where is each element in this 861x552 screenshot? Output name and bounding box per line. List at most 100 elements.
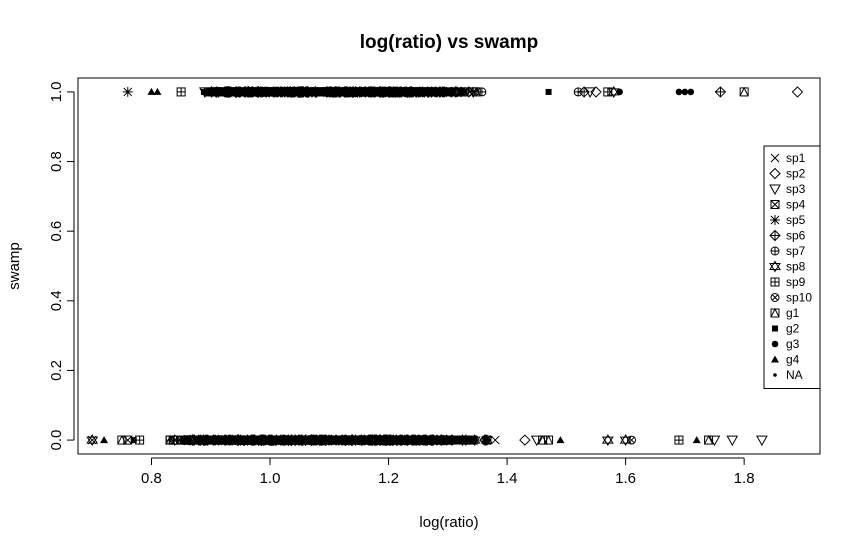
data-point-g1 — [739, 86, 749, 97]
legend-label: sp4 — [786, 198, 806, 212]
data-point-sp10 — [627, 435, 637, 445]
data-point — [380, 435, 393, 447]
legend-marker — [772, 325, 778, 332]
data-point — [289, 86, 301, 98]
data-point — [305, 434, 318, 447]
data-point-sp2 — [519, 434, 531, 446]
data-point-sp8 — [222, 85, 235, 98]
legend-item-NA: NA — [773, 368, 803, 382]
data-point-sp9 — [176, 87, 186, 97]
data-point — [370, 86, 381, 97]
axes-layer: 0.8 1.0 1.2 1.4 1.6 1.8 0.0 0.2 0.4 0.6 0.8 1.0 — [48, 81, 754, 487]
legend-label: g2 — [786, 322, 800, 336]
x-tick-label: 1.4 — [497, 470, 518, 487]
data-point — [316, 435, 326, 445]
data-point-g1 — [544, 434, 554, 445]
legend-label: sp2 — [786, 167, 806, 181]
x-tick-label: 1.8 — [734, 470, 755, 487]
data-point — [355, 435, 365, 445]
legend-item-g2: g2 — [772, 322, 800, 336]
data-point-sp1 — [247, 435, 257, 445]
legend-label: NA — [786, 368, 803, 382]
legend-item-sp3: sp3 — [769, 182, 806, 196]
data-point — [250, 86, 261, 97]
data-point-g3 — [681, 88, 689, 96]
data-point-sp8 — [607, 85, 620, 98]
legend-label: sp5 — [786, 213, 806, 227]
data-point — [279, 87, 289, 97]
data-point — [260, 435, 269, 445]
legend-item-sp6: sp6 — [769, 229, 806, 243]
legend-marker — [769, 184, 781, 196]
data-point — [206, 435, 216, 445]
legend-label: sp1 — [786, 151, 806, 165]
data-point — [233, 86, 244, 97]
data-point — [221, 435, 231, 445]
legend-item-g1: g1 — [770, 306, 800, 320]
data-point — [197, 434, 210, 446]
data-point-g2 — [545, 88, 552, 95]
data-point — [480, 434, 493, 447]
data-point — [239, 435, 249, 445]
data-point-g3 — [687, 88, 695, 96]
legend-box — [763, 145, 821, 389]
data-point — [241, 434, 254, 447]
data-point — [477, 87, 487, 97]
data-point — [323, 435, 333, 445]
data-point — [249, 87, 259, 97]
data-point — [356, 86, 367, 97]
legend-marker — [769, 229, 781, 242]
y-tick-label: 0.8 — [48, 151, 65, 172]
data-point-sp2 — [323, 86, 335, 98]
data-point-sp3 — [530, 435, 543, 447]
legend-label: g1 — [786, 306, 800, 320]
data-point — [348, 86, 359, 97]
legend-label: sp7 — [786, 244, 806, 258]
data-point-g4 — [153, 87, 162, 95]
data-point-g1 — [704, 434, 714, 445]
data-point-sp10 — [455, 435, 465, 445]
data-point — [366, 87, 376, 97]
data-point-g4 — [100, 436, 109, 444]
legend-marker — [773, 373, 777, 377]
y-tick-label: 0.2 — [48, 360, 65, 381]
data-point — [378, 86, 390, 98]
legend-label: sp10 — [786, 291, 812, 305]
y-tick-label: 0.4 — [48, 290, 65, 311]
data-point — [326, 435, 337, 446]
legend-marker — [769, 260, 781, 273]
legend-marker — [770, 307, 780, 318]
data-point-sp5 — [294, 435, 305, 446]
y-axis-label: swamp — [6, 242, 23, 290]
data-point — [266, 87, 276, 97]
data-point-sp8 — [86, 434, 99, 447]
data-point — [200, 88, 207, 95]
data-point-g4 — [147, 87, 156, 95]
data-point-g4 — [692, 436, 701, 444]
data-point-sp9 — [603, 87, 613, 97]
data-point-sp3 — [708, 435, 721, 447]
x-tick-label: 1.2 — [378, 470, 399, 487]
legend-marker — [770, 293, 780, 302]
data-point — [383, 437, 390, 444]
data-point — [196, 435, 206, 445]
data-point — [350, 87, 359, 97]
legend-marker — [771, 340, 779, 348]
data-point-sp4 — [389, 87, 399, 97]
legend-marker — [770, 246, 780, 256]
legend-item-sp2: sp2 — [769, 167, 806, 181]
data-point-sp4 — [372, 435, 382, 445]
legend-marker — [770, 215, 780, 225]
legend-item-g3: g3 — [771, 337, 800, 351]
data-point — [455, 87, 465, 97]
legend-marker — [770, 153, 780, 163]
data-point — [267, 435, 277, 445]
data-point — [439, 435, 450, 446]
data-point-g1 — [117, 434, 127, 445]
legend-item-sp5: sp5 — [770, 213, 806, 227]
data-point — [408, 86, 419, 97]
data-point-sp8 — [601, 434, 614, 447]
data-point-sp3 — [756, 435, 768, 447]
legend-item-sp1: sp1 — [770, 151, 806, 165]
